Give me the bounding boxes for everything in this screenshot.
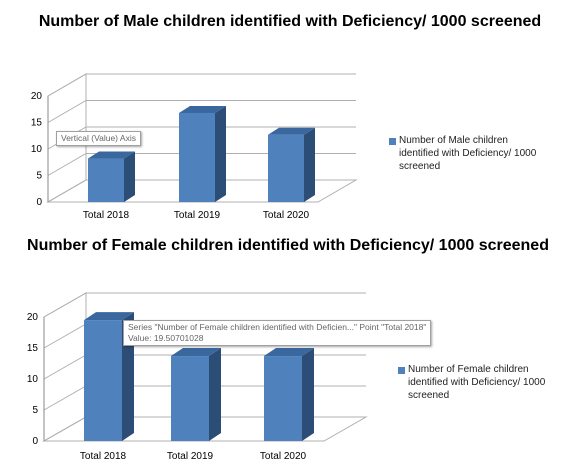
bar-side: [304, 127, 315, 202]
legend-swatch: [398, 367, 405, 374]
legend-swatch: [389, 138, 396, 145]
bar-side: [302, 348, 314, 441]
y-tick-label: 15: [27, 343, 39, 354]
legend-entry-female: Number of Female children identified wit…: [408, 364, 546, 401]
bar[interactable]: [88, 151, 135, 202]
female-chart: Number of Female children identified wit…: [0, 232, 576, 475]
legend-entry-male: Number of Male children identified with …: [399, 135, 537, 172]
bar[interactable]: [268, 127, 315, 202]
female-chart-legend[interactable]: Number of Female children identified wit…: [398, 363, 558, 402]
y-tick-label: 20: [27, 312, 39, 323]
y-tick-label: 5: [36, 171, 42, 182]
gridline: [47, 153, 356, 176]
bar-top: [264, 348, 314, 357]
gridline: [43, 292, 366, 318]
bar[interactable]: [179, 105, 226, 202]
bar[interactable]: [171, 348, 221, 441]
x-tick-label: Total 2019: [174, 210, 221, 221]
gridline: [47, 179, 356, 203]
bar-top: [171, 348, 221, 357]
tooltip-line: Vertical (Value) Axis: [61, 133, 136, 143]
bar-side: [209, 348, 221, 441]
axis-tooltip: Vertical (Value) Axis: [56, 131, 141, 146]
bar-top: [88, 151, 135, 159]
y-tick-label: 0: [32, 436, 38, 447]
bar-front: [171, 356, 209, 441]
bar-side: [124, 151, 135, 202]
male-chart-legend[interactable]: Number of Male children identified with …: [389, 134, 549, 173]
bar-side: [215, 105, 226, 202]
y-tick-label: 15: [31, 118, 43, 129]
gridline: [47, 73, 356, 97]
x-tick-label: Total 2018: [83, 210, 130, 221]
bar-front: [268, 134, 304, 202]
bar-front: [179, 112, 215, 202]
male-chart-plot[interactable]: 0 5 10 15 20 Total 2018 Total 2019 Total 2020: [0, 0, 576, 232]
bar[interactable]: [264, 348, 314, 441]
bar-top: [268, 127, 315, 135]
point-tooltip: Series "Number of Female children identi…: [123, 320, 432, 346]
gridline: [47, 100, 356, 123]
x-tick-label: Total 2019: [167, 451, 214, 462]
bar-front: [264, 356, 302, 441]
bar-top: [179, 105, 226, 113]
bar-top: [84, 312, 134, 321]
y-tick-label: 0: [36, 197, 42, 208]
bar-front: [88, 158, 124, 202]
female-chart-plot[interactable]: 0 5 10 15 20 Total 2018 Total 2019 Total 2020: [0, 232, 576, 475]
x-tick-label: Total 2020: [263, 210, 310, 221]
y-tick-label: 10: [27, 374, 39, 385]
y-tick-label: 5: [32, 405, 38, 416]
plot-area: [46, 73, 358, 203]
male-chart-title: Number of Male children identified with …: [38, 13, 542, 30]
tooltip-line-value: Value: 19.50701028: [128, 333, 204, 343]
female-chart-title: Number of Female children identified wit…: [27, 237, 549, 254]
y-tick-label: 20: [31, 91, 43, 102]
tooltip-line-series: Series "Number of Female children identi…: [128, 322, 427, 332]
male-chart: Number of Male children identified with …: [0, 0, 576, 232]
x-tick-label: Total 2020: [260, 451, 307, 462]
bar-front: [84, 320, 122, 441]
y-tick-label: 10: [31, 144, 43, 155]
x-tick-label: Total 2018: [80, 451, 127, 462]
